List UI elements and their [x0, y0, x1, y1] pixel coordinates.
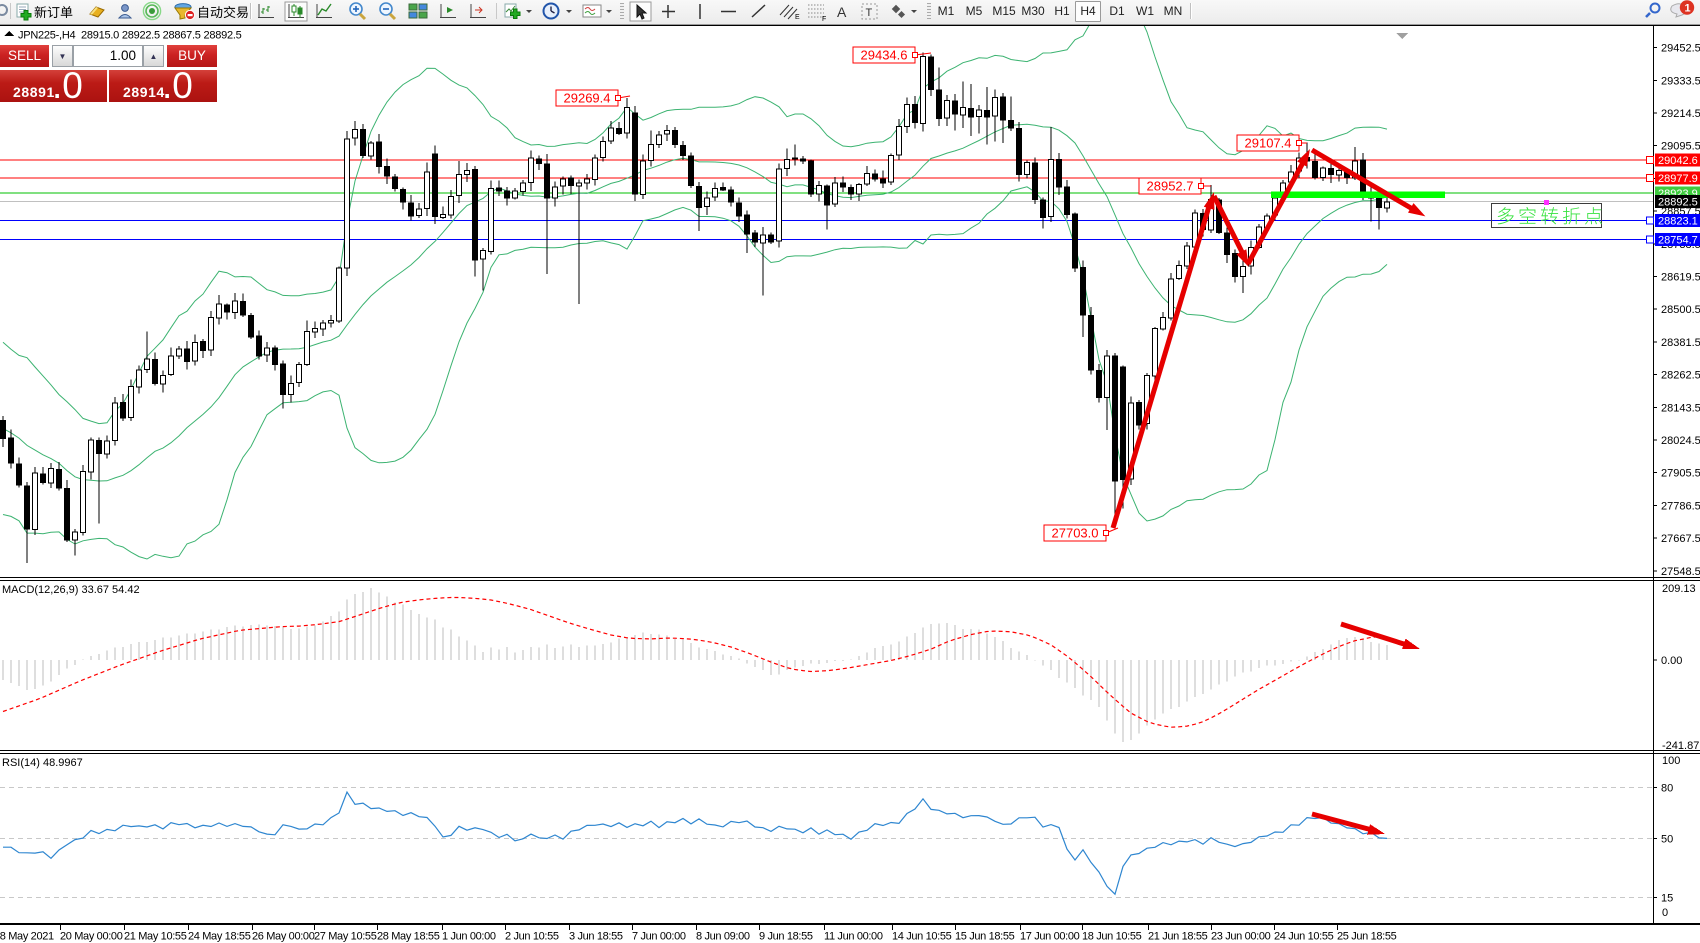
- svg-text:100: 100: [1662, 755, 1680, 767]
- svg-text:28977.9: 28977.9: [1658, 173, 1698, 185]
- svg-text:27 May 10:55: 27 May 10:55: [314, 931, 377, 943]
- svg-text:15: 15: [1661, 893, 1673, 905]
- svg-text:27905.5: 27905.5: [1661, 468, 1700, 480]
- svg-text:28823.1: 28823.1: [1658, 216, 1698, 228]
- svg-text:24 May 18:55: 24 May 18:55: [188, 931, 251, 943]
- svg-text:0.00: 0.00: [1661, 655, 1682, 667]
- svg-text:28754.7: 28754.7: [1658, 234, 1698, 246]
- svg-text:18 Jun 10:55: 18 Jun 10:55: [1082, 931, 1142, 943]
- svg-text:28619.5: 28619.5: [1661, 272, 1700, 284]
- svg-text:18 May 2021: 18 May 2021: [0, 931, 54, 943]
- svg-text:50: 50: [1661, 833, 1673, 845]
- svg-text:29269.4: 29269.4: [564, 91, 611, 106]
- svg-text:7 Jun 00:00: 7 Jun 00:00: [632, 931, 686, 943]
- svg-text:JPN225-,H4 28915.0 28922.5 28: JPN225-,H4 28915.0 28922.5 28867.5 28892…: [18, 30, 242, 42]
- svg-text:F: F: [822, 16, 826, 23]
- svg-text:80: 80: [1661, 783, 1673, 795]
- svg-text:3 Jun 18:55: 3 Jun 18:55: [569, 931, 623, 943]
- svg-text:29434.6: 29434.6: [861, 48, 908, 63]
- svg-text:27548.5: 27548.5: [1661, 566, 1700, 578]
- svg-text:28024.5: 28024.5: [1661, 435, 1700, 447]
- svg-text:24 Jun 10:55: 24 Jun 10:55: [1274, 931, 1334, 943]
- svg-text:28143.5: 28143.5: [1661, 402, 1700, 414]
- svg-text:29333.5: 29333.5: [1661, 75, 1700, 87]
- svg-text:28952.7: 28952.7: [1147, 179, 1194, 194]
- svg-text:E: E: [795, 14, 800, 21]
- svg-text:15 Jun 18:55: 15 Jun 18:55: [955, 931, 1015, 943]
- svg-text:T: T: [866, 7, 873, 19]
- svg-text:25 Jun 18:55: 25 Jun 18:55: [1337, 931, 1397, 943]
- svg-text:28262.5: 28262.5: [1661, 370, 1700, 382]
- svg-text:28500.5: 28500.5: [1661, 304, 1700, 316]
- svg-text:-241.87: -241.87: [1662, 740, 1699, 752]
- svg-text:28381.5: 28381.5: [1661, 337, 1700, 349]
- svg-text:28892.5: 28892.5: [1658, 197, 1698, 209]
- svg-text:28 May 18:55: 28 May 18:55: [377, 931, 440, 943]
- svg-text:29214.5: 29214.5: [1661, 108, 1700, 120]
- svg-text:2 Jun 10:55: 2 Jun 10:55: [505, 931, 559, 943]
- svg-text:29042.6: 29042.6: [1658, 155, 1698, 167]
- svg-text:209.13: 209.13: [1662, 583, 1696, 595]
- svg-text:29095.5: 29095.5: [1661, 141, 1700, 153]
- svg-text:20 May 00:00: 20 May 00:00: [60, 931, 123, 943]
- svg-text:A: A: [837, 4, 847, 20]
- svg-text:27786.5: 27786.5: [1661, 500, 1700, 512]
- svg-text:21 Jun 18:55: 21 Jun 18:55: [1148, 931, 1208, 943]
- svg-text:21 May 10:55: 21 May 10:55: [124, 931, 187, 943]
- svg-text:MACD(12,26,9) 33.67 54.42: MACD(12,26,9) 33.67 54.42: [2, 584, 140, 596]
- svg-text:14 Jun 10:55: 14 Jun 10:55: [892, 931, 952, 943]
- svg-text:23 Jun 00:00: 23 Jun 00:00: [1211, 931, 1271, 943]
- svg-text:11 Jun 00:00: 11 Jun 00:00: [824, 931, 883, 943]
- svg-text:26 May 00:00: 26 May 00:00: [252, 931, 315, 943]
- svg-text:1 Jun 00:00: 1 Jun 00:00: [442, 931, 496, 943]
- svg-text:RSI(14) 48.9967: RSI(14) 48.9967: [2, 757, 83, 769]
- svg-text:17 Jun 00:00: 17 Jun 00:00: [1020, 931, 1080, 943]
- svg-text:0: 0: [1662, 907, 1668, 919]
- svg-text:29107.4: 29107.4: [1245, 136, 1292, 151]
- svg-text:1: 1: [1685, 3, 1691, 15]
- svg-text:27667.5: 27667.5: [1661, 533, 1700, 545]
- svg-text:29452.5: 29452.5: [1661, 43, 1700, 55]
- svg-text:8 Jun 09:00: 8 Jun 09:00: [696, 931, 750, 943]
- svg-text:9 Jun 18:55: 9 Jun 18:55: [759, 931, 813, 943]
- svg-text:27703.0: 27703.0: [1052, 526, 1099, 541]
